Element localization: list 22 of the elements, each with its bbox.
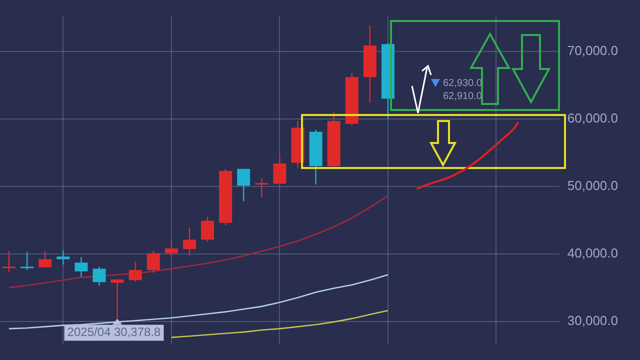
- annotation: 2025/04 30,378.8: [67, 325, 162, 340]
- candlestick: [255, 178, 268, 198]
- candlestick: [273, 154, 286, 185]
- candlestick: [146, 250, 160, 274]
- y-tick-label: 40,000.0: [567, 245, 618, 260]
- candlestick: [182, 226, 196, 256]
- candlestick: [38, 250, 52, 269]
- candlestick: [164, 240, 178, 256]
- candlestick: [20, 251, 34, 271]
- candlestick: [2, 250, 16, 273]
- candlestick: [128, 261, 142, 282]
- y-tick-label: 50,000.0: [567, 178, 618, 193]
- candlestick: [201, 216, 214, 242]
- y-tick-label: 70,000.0: [567, 43, 618, 58]
- annotation: 62,930.0: [443, 78, 482, 89]
- candlestick: [237, 168, 250, 202]
- candlestick: [74, 256, 88, 278]
- candlestick: [92, 266, 106, 286]
- y-tick-label: 30,000.0: [567, 312, 618, 328]
- annotation: 62,910.0: [443, 90, 482, 102]
- candlestick: [56, 250, 70, 266]
- y-tick-label: 60,000.0: [567, 110, 618, 126]
